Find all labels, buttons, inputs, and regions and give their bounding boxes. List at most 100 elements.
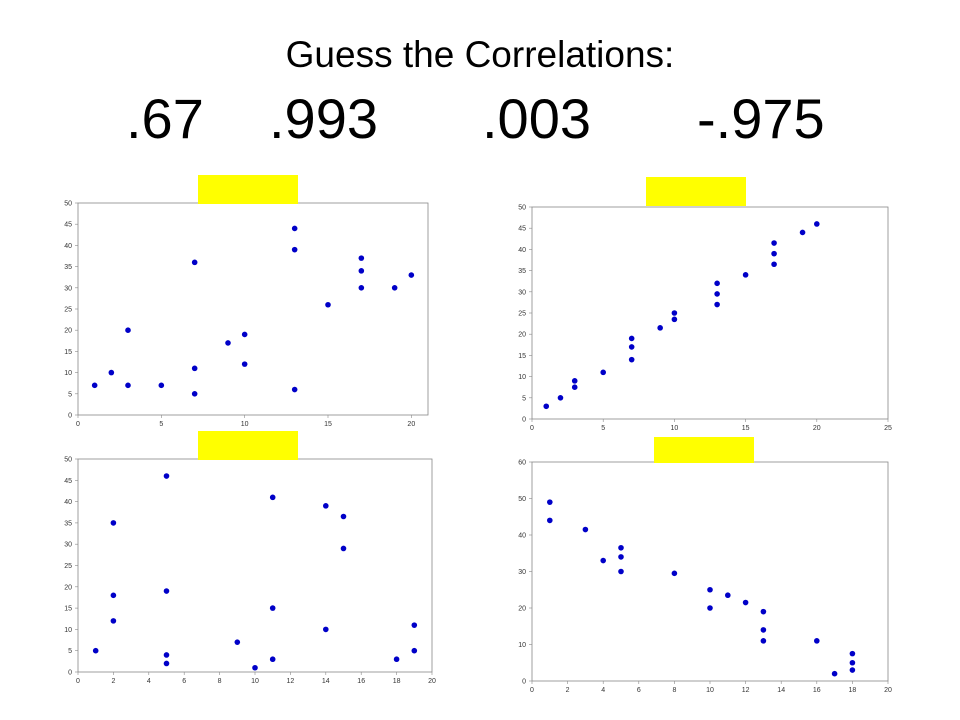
x-tick-label: 0 (530, 687, 534, 694)
data-point (671, 570, 678, 577)
data-point (707, 605, 713, 611)
y-tick-label: 10 (518, 374, 526, 381)
x-tick-label: 5 (601, 425, 605, 432)
data-point (849, 650, 856, 657)
x-tick-label: 10 (671, 425, 679, 432)
x-tick-label: 8 (218, 678, 222, 685)
data-point (163, 473, 170, 479)
data-point (191, 259, 198, 266)
answer-cover-3 (198, 431, 298, 460)
x-tick-label: 4 (147, 678, 151, 685)
data-point (291, 386, 298, 393)
y-tick-label: 25 (518, 311, 526, 318)
x-tick-label: 6 (182, 678, 186, 685)
data-point (340, 545, 347, 552)
data-point (411, 647, 418, 654)
correlation-value-3: .003 (482, 87, 591, 150)
data-point (657, 325, 663, 331)
x-tick-label: 20 (813, 425, 821, 432)
data-point (600, 557, 606, 564)
x-tick-label: 14 (322, 678, 330, 685)
x-tick-label: 6 (637, 687, 641, 694)
x-tick-label: 5 (159, 421, 163, 428)
answer-cover-4 (654, 437, 754, 463)
y-tick-label: 35 (518, 268, 526, 275)
data-point (408, 272, 415, 278)
data-point (714, 291, 720, 297)
x-tick-label: 10 (251, 678, 259, 685)
y-tick-label: 50 (64, 457, 72, 464)
y-tick-label: 40 (518, 247, 526, 254)
data-point (125, 382, 131, 389)
x-tick-label: 16 (813, 687, 821, 694)
data-point (714, 280, 720, 287)
data-point (323, 626, 329, 633)
y-tick-label: 0 (522, 679, 526, 686)
data-point (725, 592, 731, 599)
y-tick-label: 50 (518, 205, 526, 212)
x-tick-label: 0 (530, 425, 534, 432)
y-tick-label: 30 (518, 289, 526, 296)
data-point (618, 544, 624, 551)
data-point (163, 652, 170, 658)
data-point (411, 622, 418, 628)
data-point (241, 361, 248, 367)
data-point (849, 667, 856, 673)
y-tick-label: 0 (68, 413, 72, 420)
plot-frame (77, 458, 433, 673)
data-point (760, 608, 767, 615)
data-point (325, 301, 331, 308)
correlation-value-4: -.975 (697, 87, 825, 150)
correlation-value-1: .67 (126, 87, 204, 150)
data-point (291, 246, 298, 253)
data-point (849, 659, 856, 666)
y-tick-label: 40 (64, 243, 72, 250)
x-tick-label: 15 (324, 421, 332, 428)
data-point (600, 369, 606, 376)
data-point (92, 647, 99, 654)
data-point (110, 520, 117, 526)
x-tick-label: 0 (76, 421, 80, 428)
data-point (358, 285, 365, 291)
data-point (269, 656, 276, 663)
y-tick-label: 20 (518, 332, 526, 339)
y-tick-label: 60 (518, 460, 526, 467)
x-tick-label: 0 (76, 678, 80, 685)
y-tick-label: 20 (518, 606, 526, 613)
data-point (269, 605, 276, 611)
data-point (241, 331, 248, 338)
scatter-plot-1: 0 5 10 15 20 25 30 35 40 45 50 0 5 10 15 20 (56, 196, 432, 434)
x-tick-label: 18 (393, 678, 401, 685)
y-tick-label: 20 (64, 584, 72, 591)
data-point (163, 588, 170, 594)
data-point (771, 261, 777, 268)
data-point (323, 503, 329, 509)
data-point (391, 285, 398, 291)
scatter-plot-svg: 0 10 20 30 40 50 60 0 2 4 6 8 10 12 14 16 18 20 (518, 460, 892, 695)
data-point (628, 344, 635, 350)
y-tick-label: 30 (64, 542, 72, 549)
y-tick-label: 0 (522, 417, 526, 424)
scatter-plot-2: 0 5 10 15 20 25 30 35 40 45 50 0 5 10 15 20 25 (510, 200, 892, 434)
x-tick-label: 18 (849, 687, 857, 694)
slide-title: Guess the Correlations: (285, 34, 675, 75)
y-tick-label: 25 (64, 307, 72, 314)
scatter-plot-3: 0 5 10 15 20 25 30 35 40 45 50 0 2 4 6 8 10 12 14 16 18 20 (56, 452, 436, 690)
data-point (571, 384, 578, 390)
data-point (814, 638, 820, 644)
y-tick-label: 30 (64, 285, 72, 292)
data-point (557, 395, 564, 401)
y-tick-label: 10 (64, 370, 72, 377)
y-tick-label: 15 (64, 606, 72, 613)
data-point (771, 240, 777, 246)
scatter-plot-4: 0 10 20 30 40 50 60 0 2 4 6 8 10 12 14 16 18 20 (510, 455, 892, 695)
data-point (618, 568, 624, 575)
x-tick-label: 20 (407, 421, 415, 428)
y-tick-label: 25 (64, 563, 72, 570)
data-point (671, 310, 678, 316)
y-tick-label: 40 (64, 499, 72, 506)
x-tick-label: 2 (566, 687, 570, 694)
y-tick-label: 30 (518, 569, 526, 576)
data-point (831, 670, 838, 677)
correlation-value-2: .993 (269, 87, 378, 150)
